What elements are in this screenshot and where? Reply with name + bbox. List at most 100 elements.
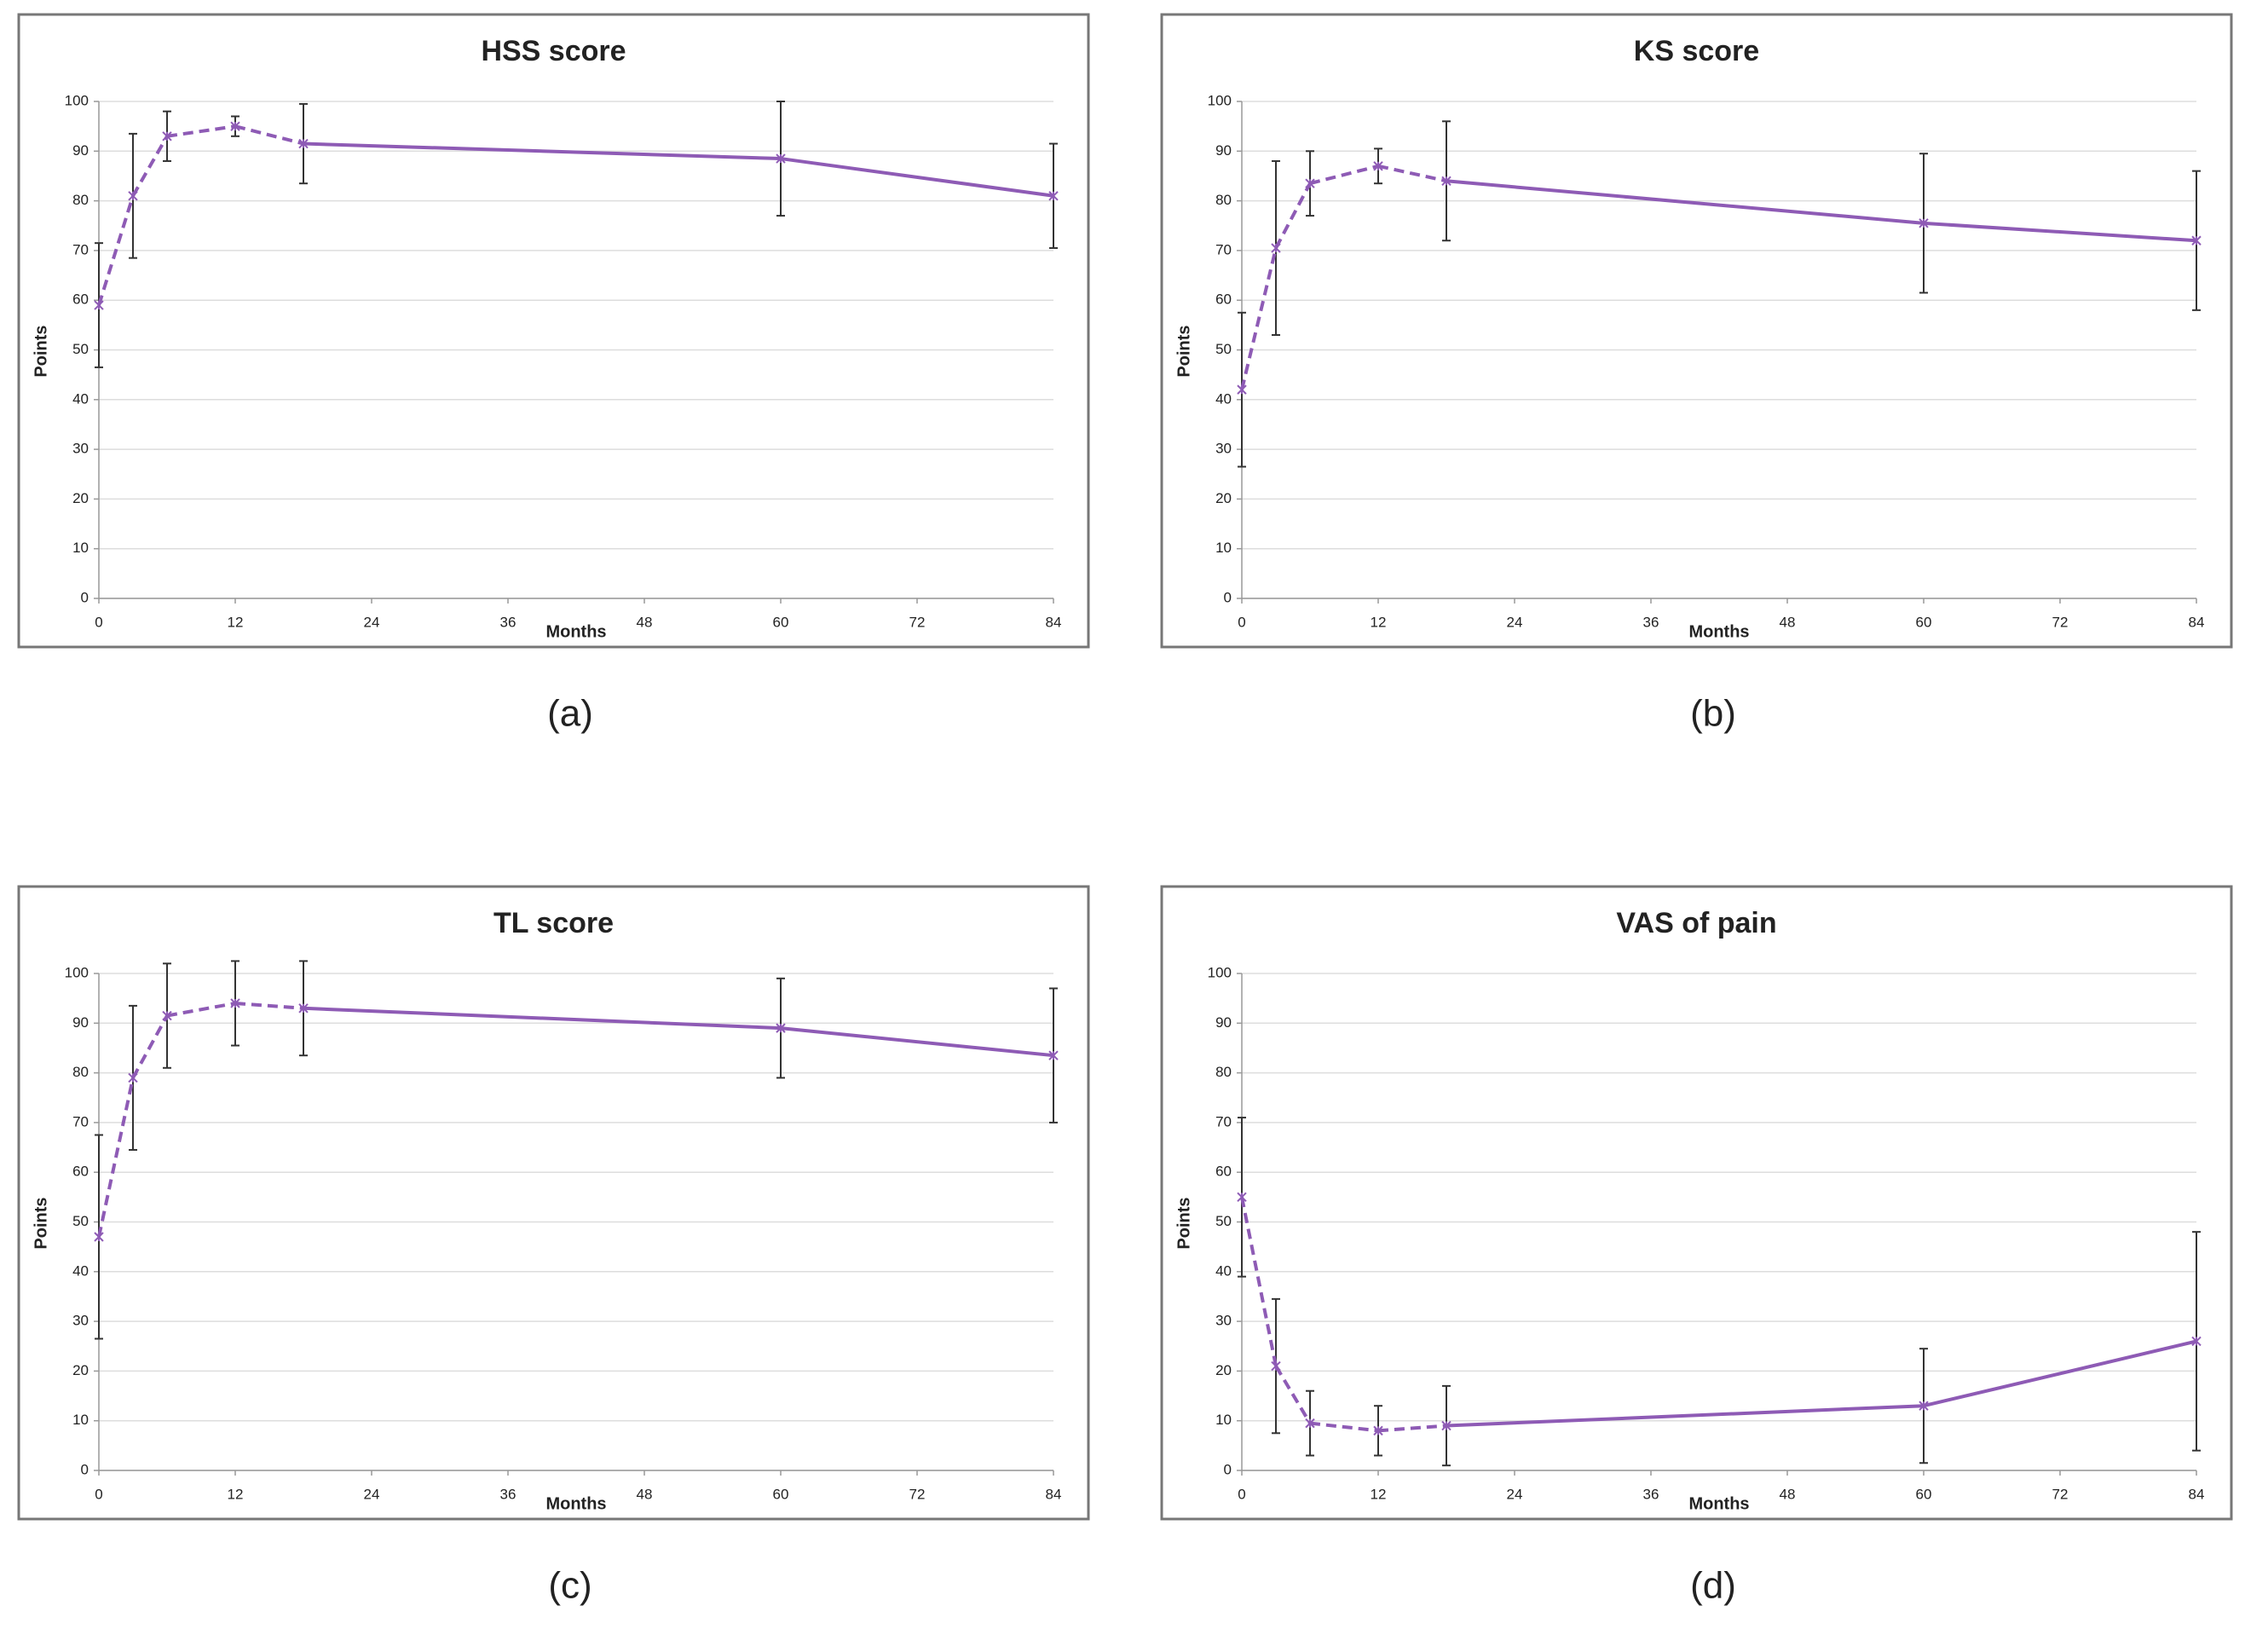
x-tick-label: 48 — [1780, 614, 1796, 630]
y-tick-label: 40 — [72, 390, 89, 407]
y-tick-label: 10 — [1215, 1412, 1232, 1428]
x-tick-label: 48 — [1780, 1486, 1796, 1502]
y-axis-label: Points — [32, 1197, 50, 1249]
y-tick-label: 50 — [1215, 341, 1232, 357]
y-tick-label: 80 — [72, 1064, 89, 1080]
y-tick-label: 100 — [1208, 92, 1232, 108]
y-tick-label: 90 — [1215, 1014, 1232, 1031]
x-tick-label: 0 — [95, 614, 102, 630]
y-tick-label: 70 — [1215, 241, 1232, 257]
marker — [776, 153, 786, 164]
marker — [1048, 191, 1059, 201]
y-tick-label: 50 — [72, 1213, 89, 1229]
panel-frame — [1160, 885, 2233, 1521]
marker — [298, 1003, 309, 1014]
caption: (c) — [548, 1565, 592, 1607]
x-tick-label: 84 — [2189, 614, 2205, 630]
marker — [1237, 1192, 1247, 1203]
line-segment — [1309, 164, 1379, 186]
x-tick-label: 84 — [2189, 1486, 2205, 1502]
line-segment — [234, 124, 304, 146]
chart-title: HSS score — [481, 35, 626, 67]
y-tick-label: 10 — [72, 1412, 89, 1428]
y-tick-label: 0 — [81, 1461, 89, 1477]
y-tick-label: 30 — [72, 441, 89, 457]
x-tick-label: 72 — [2052, 1486, 2069, 1502]
x-tick-label: 24 — [1507, 614, 1523, 630]
line-segment — [1446, 1404, 1925, 1428]
y-tick-label: 10 — [72, 540, 89, 556]
y-tick-label: 40 — [1215, 390, 1232, 407]
marker — [1919, 1401, 1929, 1411]
caption: (a) — [547, 693, 593, 735]
caption: (b) — [1690, 693, 1736, 735]
x-tick-label: 36 — [1643, 614, 1659, 630]
y-tick-label: 60 — [72, 1164, 89, 1180]
y-tick-label: 50 — [1215, 1213, 1232, 1229]
y-tick-label: 100 — [65, 92, 89, 108]
line-segment — [780, 157, 1054, 198]
x-axis-label: Months — [1688, 1494, 1749, 1513]
marker — [1271, 243, 1281, 253]
x-tick-label: 0 — [1238, 1486, 1245, 1502]
marker — [776, 1023, 786, 1033]
x-tick-label: 24 — [1507, 1486, 1523, 1502]
y-tick-label: 0 — [1224, 1461, 1232, 1477]
y-tick-label: 80 — [72, 192, 89, 208]
chart-title: KS score — [1634, 35, 1759, 67]
y-tick-label: 80 — [1215, 192, 1232, 208]
y-tick-label: 40 — [1215, 1262, 1232, 1279]
marker — [298, 138, 309, 149]
marker — [128, 191, 138, 201]
line-segment — [1923, 1339, 2197, 1408]
x-tick-label: 60 — [1916, 614, 1932, 630]
x-tick-label: 60 — [773, 614, 789, 630]
line-segment — [1377, 164, 1447, 183]
line-segment — [780, 1026, 1054, 1058]
marker — [2191, 235, 2202, 245]
y-axis-label: Points — [1174, 325, 1193, 377]
panel: HSS score 0 10 20 30 40 50 60 70 80 90 100 0 12 24 36 48… — [17, 13, 1090, 735]
x-tick-label: 36 — [500, 614, 517, 630]
panel: KS score 0 10 20 30 40 50 60 70 80 90 100 0 12 24 36 48 6… — [1160, 13, 2233, 735]
line-segment — [1274, 182, 1312, 249]
line-segment — [166, 1002, 236, 1018]
x-axis-label: Months — [545, 622, 606, 641]
marker — [1919, 218, 1929, 228]
x-tick-label: 84 — [1046, 614, 1062, 630]
marker — [162, 1010, 172, 1021]
line-segment — [303, 142, 782, 161]
x-tick-label: 12 — [1371, 614, 1387, 630]
y-tick-label: 90 — [72, 142, 89, 159]
marker — [230, 121, 240, 131]
y-tick-label: 30 — [1215, 441, 1232, 457]
y-tick-label: 50 — [72, 341, 89, 357]
y-tick-label: 30 — [72, 1313, 89, 1329]
y-tick-label: 90 — [1215, 142, 1232, 159]
line-segment — [1240, 247, 1278, 390]
line-segment — [97, 1077, 135, 1238]
line-segment — [166, 124, 236, 138]
x-tick-label: 84 — [1046, 1486, 1062, 1502]
y-tick-label: 30 — [1215, 1313, 1232, 1329]
y-tick-label: 60 — [1215, 1164, 1232, 1180]
x-tick-label: 12 — [228, 1486, 244, 1502]
y-tick-label: 60 — [1215, 292, 1232, 308]
y-tick-label: 0 — [81, 589, 89, 605]
panel-frame — [17, 13, 1090, 649]
marker — [94, 1232, 104, 1242]
line-segment — [234, 1001, 304, 1010]
marker — [1305, 178, 1315, 188]
marker — [230, 998, 240, 1008]
y-tick-label: 40 — [72, 1262, 89, 1279]
x-tick-label: 72 — [909, 1486, 926, 1502]
line-segment — [1274, 1365, 1312, 1424]
x-tick-label: 48 — [637, 1486, 653, 1502]
y-tick-label: 20 — [1215, 1362, 1232, 1378]
x-tick-label: 0 — [1238, 614, 1245, 630]
line-segment — [303, 1006, 782, 1031]
marker — [1373, 1425, 1383, 1436]
chart-title: TL score — [493, 907, 614, 939]
y-tick-label: 70 — [72, 241, 89, 257]
